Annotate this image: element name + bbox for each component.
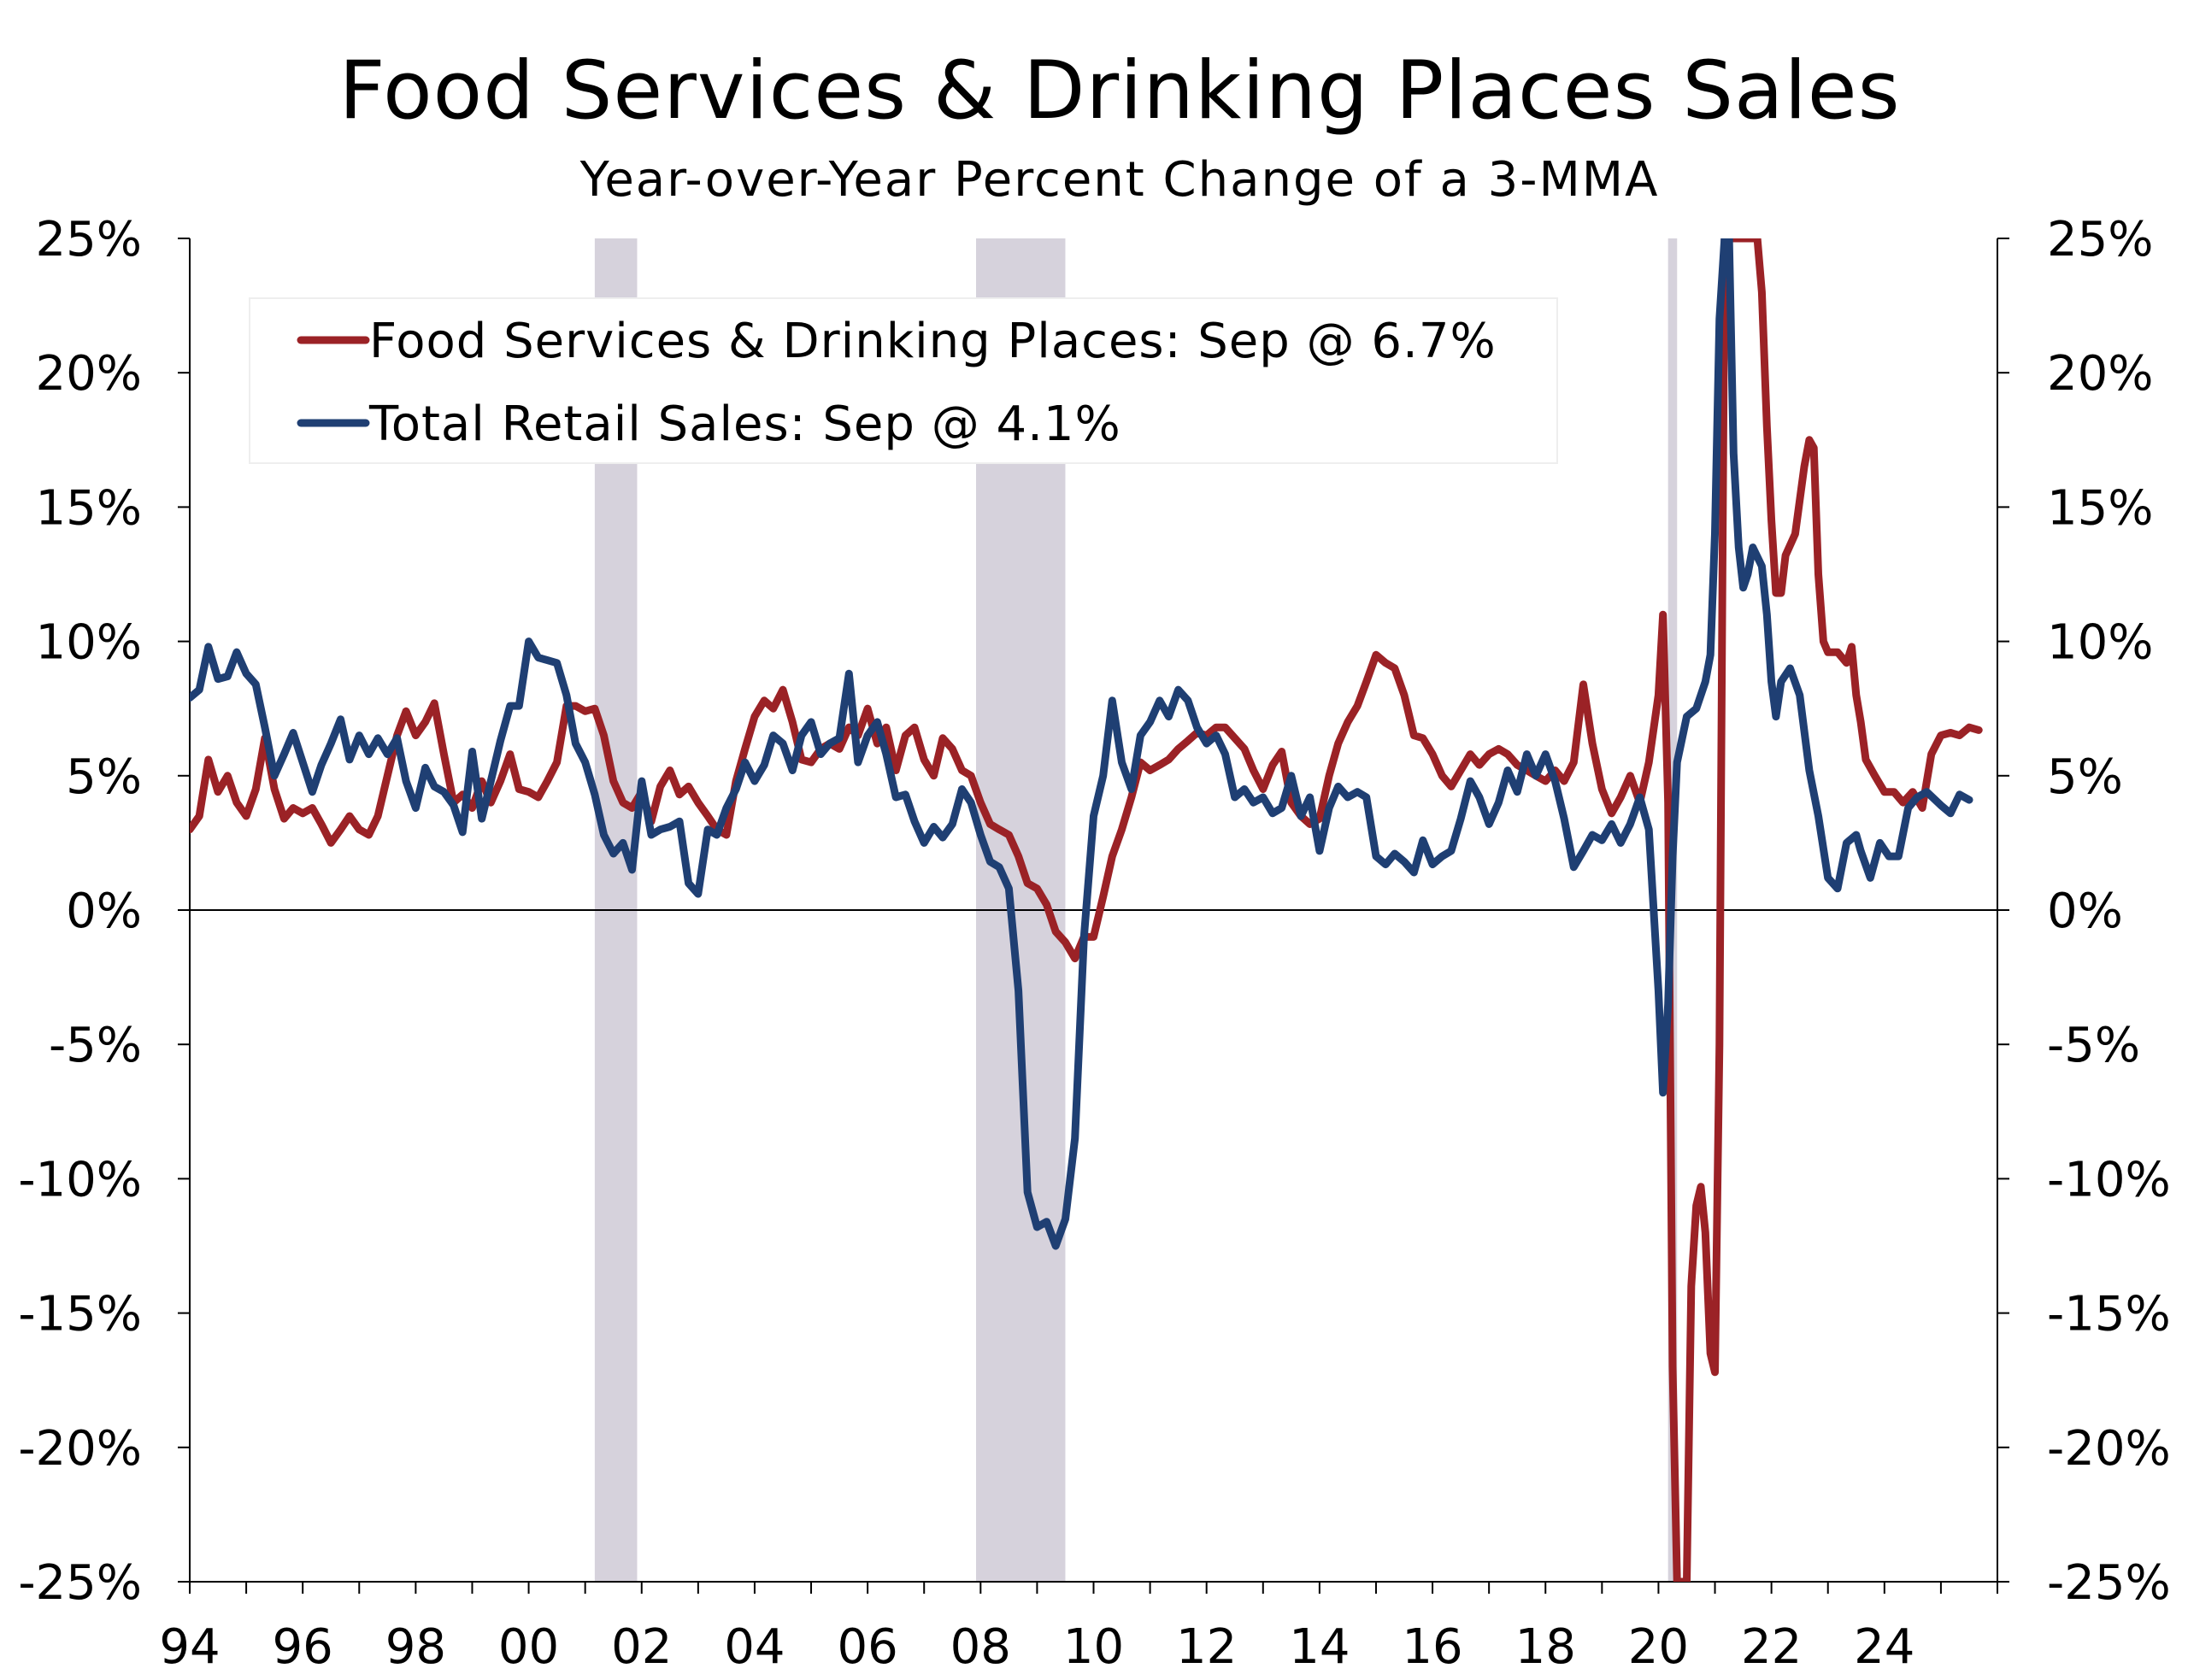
y-tick-label-left: 10%: [36, 615, 142, 671]
x-tick-label: 96: [273, 1619, 333, 1675]
y-tick-label-left: -10%: [18, 1152, 142, 1207]
legend-box: [249, 297, 1558, 464]
axes: 25% 25% 20% 20% 15% 15% 10% 10% 5% 5% 0% 0% -5% -5% -1…: [18, 212, 2170, 1675]
x-tick-label: 12: [1176, 1619, 1237, 1675]
x-tick-label: 20: [1628, 1619, 1689, 1675]
x-tick-label: 18: [1515, 1619, 1576, 1675]
y-tick-label-right: 20%: [2047, 346, 2153, 402]
y-tick-label-right: 15%: [2047, 480, 2153, 536]
y-tick-label-right: -20%: [2047, 1421, 2171, 1477]
chart-subtitle: Year-over-Year Percent Change of a 3-MMA: [579, 152, 1660, 208]
y-tick-label-left: 25%: [36, 212, 142, 267]
x-tick-label: 02: [611, 1619, 672, 1675]
y-tick-label-right: 25%: [2047, 212, 2153, 267]
y-tick-label-right: -10%: [2047, 1152, 2171, 1207]
x-tick-label: 10: [1063, 1619, 1124, 1675]
y-tick-label-left: -20%: [18, 1421, 142, 1477]
y-tick-label-left: 15%: [36, 480, 142, 536]
x-tick-label: 24: [1854, 1619, 1914, 1675]
x-tick-label: 16: [1402, 1619, 1462, 1675]
x-tick-label: 00: [498, 1619, 559, 1675]
y-tick-label-left: 5%: [66, 749, 142, 805]
y-tick-label-left: 20%: [36, 346, 142, 402]
x-tick-label: 08: [950, 1619, 1011, 1675]
x-tick-label: 04: [724, 1619, 785, 1675]
food-services-line: [190, 238, 1983, 1582]
legend-label: Food Services & Drinking Places: Sep @ 6…: [369, 314, 1497, 369]
legend-label: Total Retail Sales: Sep @ 4.1%: [368, 397, 1121, 452]
y-tick-label-left: -15%: [18, 1287, 142, 1342]
x-tick-label: 94: [159, 1619, 220, 1675]
series-lines: [190, 238, 1983, 1582]
x-tick-label: 22: [1741, 1619, 1802, 1675]
y-tick-label-right: -15%: [2047, 1287, 2171, 1342]
y-tick-label-right: 0%: [2047, 884, 2123, 939]
total-retail-line: [190, 238, 1973, 1250]
x-tick-label: 98: [385, 1619, 446, 1675]
y-tick-label-left: -25%: [18, 1555, 142, 1611]
legend: Food Services & Drinking Places: Sep @ 6…: [249, 297, 1558, 464]
y-tick-label-right: 10%: [2047, 615, 2153, 671]
y-tick-label-left: 0%: [66, 884, 142, 939]
x-tick-label: 14: [1289, 1619, 1350, 1675]
y-tick-label-right: -25%: [2047, 1555, 2171, 1611]
y-tick-label-right: 5%: [2047, 749, 2123, 805]
y-tick-label-right: -5%: [2047, 1018, 2140, 1073]
x-tick-label: 06: [837, 1619, 897, 1675]
chart-title: Food Services & Drinking Places Sales: [338, 44, 1901, 138]
y-tick-label-left: -5%: [49, 1018, 142, 1073]
